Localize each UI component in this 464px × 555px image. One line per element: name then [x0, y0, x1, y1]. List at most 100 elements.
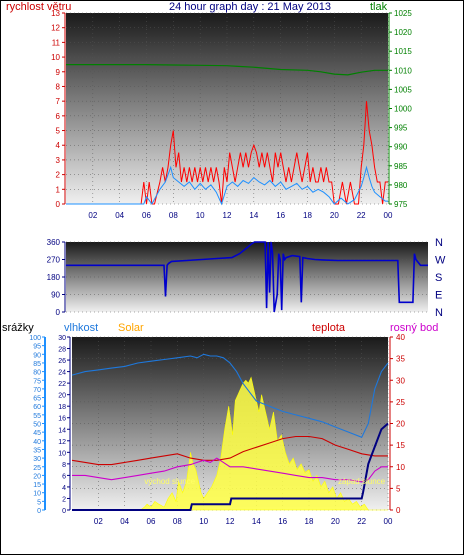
climate-series — [71, 353, 389, 511]
wind-tick-label: 2 — [56, 171, 61, 180]
rain-tick-label: 0 — [37, 508, 41, 515]
pressure-tick-label: 995 — [394, 124, 408, 133]
wind-tick-label: 11 — [52, 38, 61, 47]
climate-time-tick-label: 08 — [173, 517, 182, 526]
direction-line — [66, 241, 428, 313]
humidity-tick-label: 22 — [58, 381, 66, 388]
temperature-tick-label: 40 — [396, 333, 405, 342]
compass-label: W — [435, 255, 446, 267]
wind-time-tick-label: 22 — [357, 211, 366, 220]
humidity-tick-label: 0 — [62, 508, 66, 515]
direction-tick-label: 270 — [47, 256, 61, 265]
climate-panel-header: srážky vlhkost Solar teplota rosný bod — [2, 322, 438, 334]
wind-tick-label: 13 — [51, 9, 60, 18]
temperature-tick-label: 20 — [396, 420, 405, 429]
climate-time-tick-label: 18 — [305, 517, 314, 526]
rain-tick-label: 65 — [33, 396, 41, 403]
sun-annotation: západ slunce — [338, 477, 386, 486]
humidity-tick-label: 16 — [58, 416, 66, 423]
wind-tick-label: 10 — [51, 53, 60, 62]
wind-tick-label: 3 — [56, 156, 61, 165]
wind-tick-label: 9 — [56, 68, 61, 77]
temperature-axis: 0 5 10 15 20 25 30 35 40 — [389, 333, 405, 515]
wind-tick-label: 7 — [56, 97, 61, 106]
wind-direction-grid — [66, 241, 428, 313]
wind-tick-label: 6 — [56, 112, 61, 121]
climate-time-tick-label: 02 — [94, 517, 103, 526]
wind-time-tick-label: 16 — [276, 211, 285, 220]
humidity-tick-label: 30 — [58, 335, 66, 342]
humidity-tick-label: 10 — [58, 450, 66, 457]
climate-panel: východ slunce západ slunce 05101520253035… — [29, 333, 405, 526]
rain-tick-label: 25 — [33, 465, 41, 472]
rain-tick-label: 10 — [33, 491, 41, 498]
wind-time-axis: 02 04 06 08 10 12 14 16 18 20 22 00 — [88, 211, 393, 220]
gust_avg-line — [66, 165, 388, 206]
humidity-tick-label: 14 — [58, 427, 66, 434]
direction-tick-label: 90 — [51, 291, 60, 300]
pressure-label: tlak — [370, 1, 388, 13]
humidity-tick-label: 6 — [62, 473, 66, 480]
wind-time-tick-label: 06 — [142, 211, 151, 220]
pressure-tick-label: 985 — [394, 162, 408, 171]
solar-series — [72, 376, 388, 511]
pressure-axis: 975 980 985 990 995 1000 1005 1010 1015 1020 1025 — [388, 9, 412, 209]
climate-time-tick-label: 04 — [120, 517, 129, 526]
climate-time-tick-label: 10 — [199, 517, 208, 526]
wind-tick-label: 0 — [56, 200, 61, 209]
rain-label: srážky — [2, 322, 34, 334]
wind-time-tick-label: 20 — [330, 211, 339, 220]
direction-tick-label: 180 — [47, 273, 61, 282]
compass-label: N — [435, 237, 443, 249]
climate-time-tick-label: 14 — [252, 517, 261, 526]
temperature-tick-label: 25 — [396, 398, 405, 407]
compass-label: E — [435, 290, 442, 302]
rain-tick-label: 55 — [33, 413, 41, 420]
direction-tick-label: 360 — [47, 238, 61, 247]
sun-annotation: východ slunce — [144, 477, 195, 486]
rain-tick-label: 85 — [33, 361, 41, 368]
wind-tick-label: 4 — [56, 141, 61, 150]
climate-time-tick-label: 16 — [278, 517, 287, 526]
rain-tick-label: 75 — [33, 378, 41, 385]
humidity-tick-label: 8 — [62, 462, 66, 469]
wind-direction-axis: 0 90 180 270 360 — [47, 238, 66, 317]
wind-tick-label: 1 — [56, 185, 61, 194]
climate-time-tick-label: 20 — [331, 517, 340, 526]
humidity-line — [71, 353, 389, 438]
temperature-tick-label: 5 — [396, 484, 401, 493]
wind-tick-label: 8 — [56, 82, 61, 91]
rain-tick-label: 50 — [33, 422, 41, 429]
wind-time-tick-label: 10 — [196, 211, 205, 220]
rain-tick-label: 100 — [29, 335, 41, 342]
compass-label: N — [435, 307, 443, 319]
rain-tick-label: 35 — [33, 447, 41, 454]
pressure-tick-label: 980 — [394, 181, 408, 190]
rain-tick-label: 30 — [33, 456, 41, 463]
wind-tick-label: 5 — [56, 127, 61, 136]
wind-time-tick-label: 12 — [223, 211, 232, 220]
wind-pressure-grid — [66, 12, 389, 205]
pressure-tick-label: 975 — [394, 200, 408, 209]
temperature-line — [71, 435, 388, 466]
wind-direction-series — [66, 241, 428, 313]
temperature-tick-label: 15 — [396, 441, 405, 450]
wind-time-tick-label: 18 — [303, 211, 312, 220]
temperature-tick-label: 30 — [396, 376, 405, 385]
climate-time-tick-label: 06 — [147, 517, 156, 526]
humidity-tick-label: 2 — [62, 496, 66, 503]
compass-label: S — [435, 272, 442, 284]
solar-label: Solar — [118, 322, 144, 334]
climate-time-axis: 02 04 06 08 10 12 14 16 18 20 22 00 — [94, 517, 393, 526]
climate-time-tick-label: 12 — [226, 517, 235, 526]
rain-tick-label: 20 — [33, 473, 41, 480]
pressure-tick-label: 1015 — [394, 47, 412, 56]
rain-tick-label: 15 — [33, 482, 41, 489]
rain-tick-label: 80 — [33, 370, 41, 377]
pressure-tick-label: 1005 — [394, 85, 412, 94]
